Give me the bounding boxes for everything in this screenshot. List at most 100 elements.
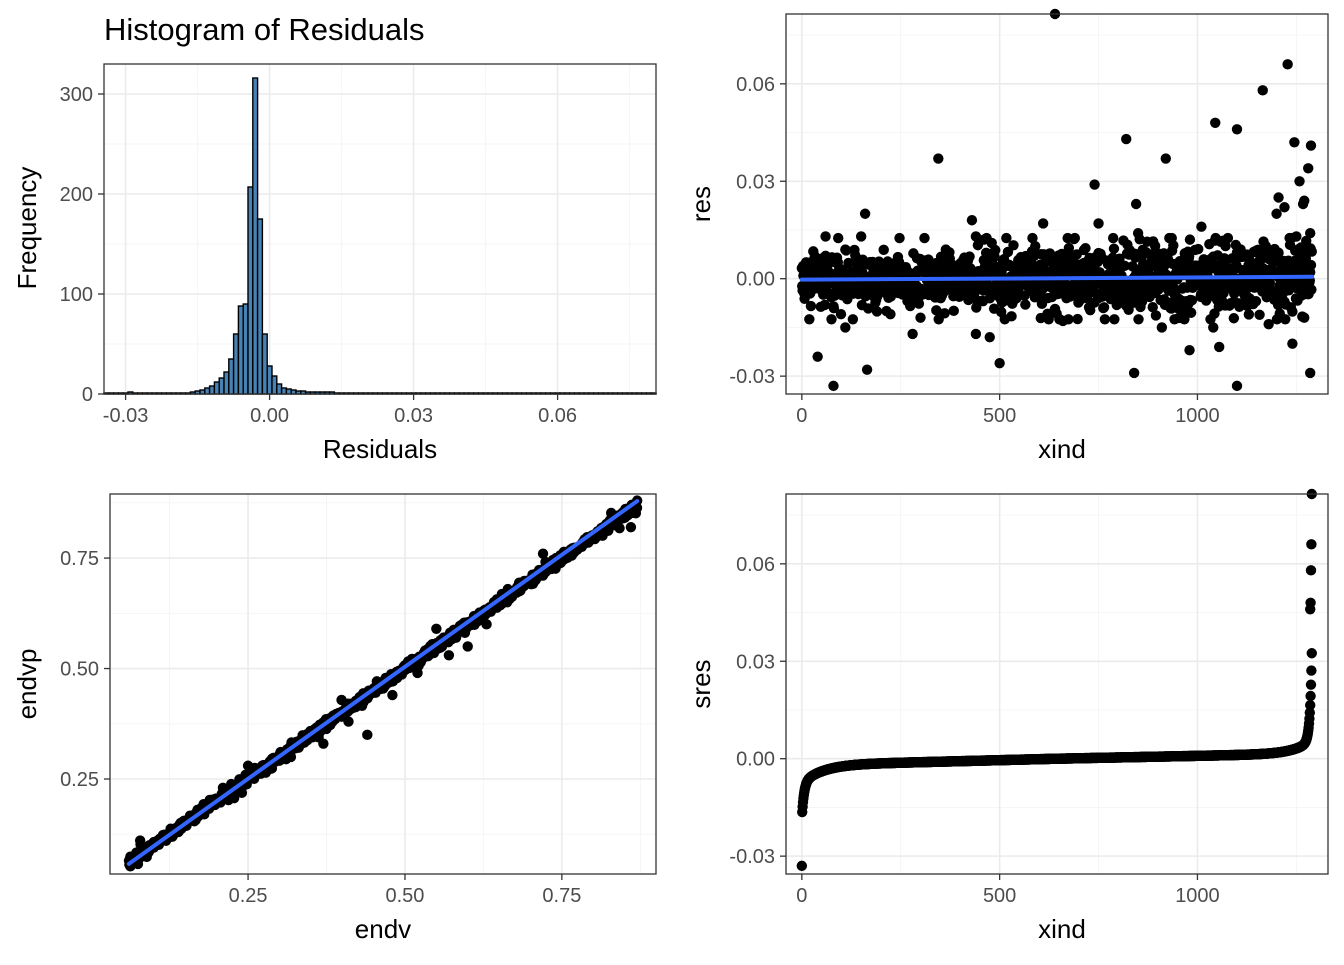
histogram-bar xyxy=(247,186,254,395)
histogram-panel-background xyxy=(104,64,656,394)
residual-point xyxy=(1123,304,1134,316)
sorted-residual-point xyxy=(1304,699,1316,711)
residual-point xyxy=(1179,314,1190,325)
residual-point xyxy=(1168,240,1179,251)
residual-outlier-point xyxy=(1304,367,1316,379)
fitted-vs-actual-y-axis-title: endvp xyxy=(12,649,42,720)
histogram-y-tick-label: 300 xyxy=(60,84,93,106)
histogram-panel: Histogram of Residuals -0.03 0.00 0.03 0.06… xyxy=(12,12,657,464)
fitted-vs-actual-outlier-point xyxy=(550,561,561,573)
residual-outlier-point xyxy=(1030,241,1041,252)
sorted-residual-point xyxy=(1305,679,1317,690)
residual-scatter-x-tick-label: 0 xyxy=(796,405,807,427)
residual-point xyxy=(1072,313,1083,325)
residual-point xyxy=(1260,241,1272,252)
sorted-residual-point xyxy=(1305,690,1316,702)
residual-outlier-point xyxy=(1214,341,1225,353)
fitted-vs-actual-outlier-point xyxy=(481,619,492,630)
residual-point xyxy=(1305,259,1317,271)
residual-outlier-point xyxy=(820,231,831,242)
residual-outlier-point xyxy=(1305,140,1317,151)
residual-outlier-point xyxy=(812,351,823,362)
residual-scatter-x-tick-label: 1000 xyxy=(1175,405,1220,427)
histogram-bar xyxy=(256,218,264,395)
histogram-bar xyxy=(261,333,268,395)
residual-point xyxy=(804,314,815,325)
fitted-vs-actual-outlier-point xyxy=(462,641,473,652)
sorted-residual-point xyxy=(796,860,808,872)
fitted-vs-actual-y-tick-label: 0.75 xyxy=(60,548,99,570)
fitted-vs-actual-ticks: 0.25 0.50 0.75 0.25 0.50 0.75 xyxy=(60,548,581,907)
residual-outlier-point xyxy=(1132,228,1144,239)
residual-outlier-point xyxy=(1257,85,1268,96)
fitted-vs-actual-panel-border xyxy=(109,493,657,875)
histogram-x-tick-label: -0.03 xyxy=(103,405,149,427)
residual-point xyxy=(1006,311,1017,322)
histogram-grid xyxy=(104,64,656,395)
histogram-bar xyxy=(223,371,230,395)
residual-point xyxy=(1098,302,1110,313)
fitted-vs-actual-y-tick-label: 0.25 xyxy=(60,769,99,791)
residual-point xyxy=(1149,240,1161,252)
residual-scatter-y-tick-label: 0.06 xyxy=(736,74,775,96)
residual-scatter-x-axis-title: xind xyxy=(1038,434,1086,464)
residual-outlier-point xyxy=(1128,367,1140,379)
residual-point xyxy=(1185,307,1197,318)
sorted-residual-y-tick-label: 0.06 xyxy=(736,554,775,576)
residual-outlier-point xyxy=(859,208,871,219)
residual-point xyxy=(1099,314,1111,325)
residual-scatter-ticks: 0 500 1000 -0.03 0.00 0.03 0.06 xyxy=(729,74,1219,427)
residual-outlier-point xyxy=(1291,231,1302,242)
residual-point xyxy=(1150,310,1162,321)
residual-outlier-point xyxy=(1093,218,1104,229)
histogram-bar xyxy=(266,365,273,395)
histogram-panel-border xyxy=(103,63,657,395)
residual-point xyxy=(878,244,889,256)
residual-outlier-point xyxy=(1210,117,1221,129)
residual-outlier-point xyxy=(1282,59,1293,70)
residual-scatter-y-tick-label: -0.03 xyxy=(729,366,775,388)
histogram-title: Histogram of Residuals xyxy=(104,12,424,47)
sorted-residual-x-axis-title: xind xyxy=(1038,914,1086,944)
residual-outlier-point xyxy=(907,328,918,340)
residual-point xyxy=(1147,302,1158,313)
fitted-vs-actual-x-tick-label: 0.75 xyxy=(542,885,581,907)
residual-outlier-point xyxy=(986,237,997,249)
histogram-bar xyxy=(213,381,220,395)
fitted-vs-actual-outlier-point xyxy=(343,716,354,727)
residual-point xyxy=(826,314,837,325)
fitted-vs-actual-fit-line-path xyxy=(126,499,640,866)
sorted-residual-points xyxy=(796,488,1317,872)
residual-outlier-point xyxy=(933,153,944,164)
sorted-residual-max-point xyxy=(1306,539,1317,550)
residual-scatter-grid xyxy=(786,14,1328,394)
residual-point xyxy=(1254,309,1265,320)
histogram-bar xyxy=(218,377,225,395)
residual-point xyxy=(840,245,852,256)
residual-point xyxy=(1085,304,1096,316)
residual-outlier-point xyxy=(1089,179,1100,190)
histogram-y-tick-label: 0 xyxy=(82,384,93,406)
histogram-bar xyxy=(285,388,292,395)
histogram-bar xyxy=(232,333,240,395)
fitted-vs-actual-outlier-point xyxy=(412,667,423,679)
histogram-bar xyxy=(252,77,259,395)
residual-point xyxy=(1280,314,1291,325)
sorted-residual-point xyxy=(1306,665,1317,676)
residual-point xyxy=(1133,314,1144,325)
residual-point xyxy=(1306,246,1317,257)
residual-outlier-point xyxy=(1037,218,1049,229)
fitted-vs-actual-outlier-point xyxy=(537,548,549,559)
sorted-residual-x-tick-label: 1000 xyxy=(1175,885,1220,907)
histogram-bar xyxy=(204,387,211,395)
sorted-residual-grid xyxy=(786,494,1328,874)
residual-outlier-point xyxy=(1297,198,1309,210)
fitted-vs-actual-outlier-point xyxy=(625,521,637,533)
residual-point xyxy=(1220,240,1231,252)
residual-point xyxy=(885,308,896,320)
sorted-residual-point xyxy=(1306,648,1317,659)
residual-outlier-point xyxy=(915,312,926,323)
residual-outlier-point xyxy=(1130,198,1142,210)
fitted-vs-actual-point xyxy=(336,694,347,706)
